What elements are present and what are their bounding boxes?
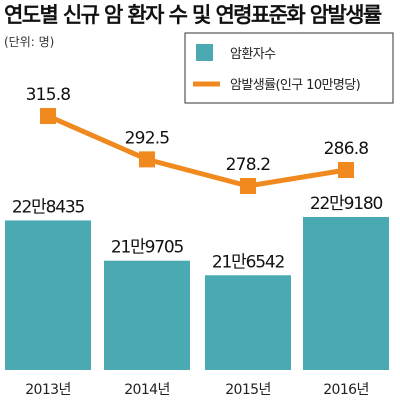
- rate-point: [338, 161, 354, 178]
- bar-2014년: [104, 260, 190, 370]
- line-series: 315.8 292.5 278.2 286.8: [26, 85, 369, 194]
- rate-point: [40, 108, 56, 124]
- bar-series: 22만8435 21만9705 21만6542 22만9180: [5, 194, 389, 370]
- chart-title: 연도별 신규 암 환자 수 및 연령표준화 암발생률: [4, 3, 382, 27]
- bar-2013년: [5, 220, 91, 370]
- bar-label: 21만6542: [212, 252, 285, 272]
- legend: 암환자수 암발생률(인구 10만명당): [184, 32, 394, 104]
- category-axis: 2013년 2014년 2015년 2016년: [25, 382, 369, 398]
- rate-label: 292.5: [125, 128, 170, 148]
- bar-label: 21만9705: [111, 238, 184, 258]
- rate-label: 315.8: [26, 85, 71, 105]
- rate-label: 278.2: [226, 155, 271, 175]
- rate-point: [240, 178, 256, 194]
- bar-label: 22만9180: [310, 194, 383, 214]
- legend-label-bar: 암환자수: [230, 47, 276, 62]
- legend-box: [184, 32, 394, 104]
- rate-point: [139, 151, 155, 168]
- category-label: 2014년: [124, 382, 170, 398]
- legend-swatch-bar: [196, 44, 213, 61]
- unit-note: (단위: 명): [4, 35, 54, 49]
- category-label: 2013년: [25, 382, 71, 398]
- bar-2015년: [205, 275, 291, 370]
- rate-line: [46, 113, 347, 189]
- category-label: 2016년: [323, 382, 369, 398]
- bar-label: 22만8435: [12, 197, 85, 217]
- bar-2016년: [303, 217, 389, 370]
- rate-label: 286.8: [324, 139, 369, 159]
- legend-label-line: 암발생률(인구 10만명당): [230, 78, 360, 93]
- category-label: 2015년: [225, 382, 271, 398]
